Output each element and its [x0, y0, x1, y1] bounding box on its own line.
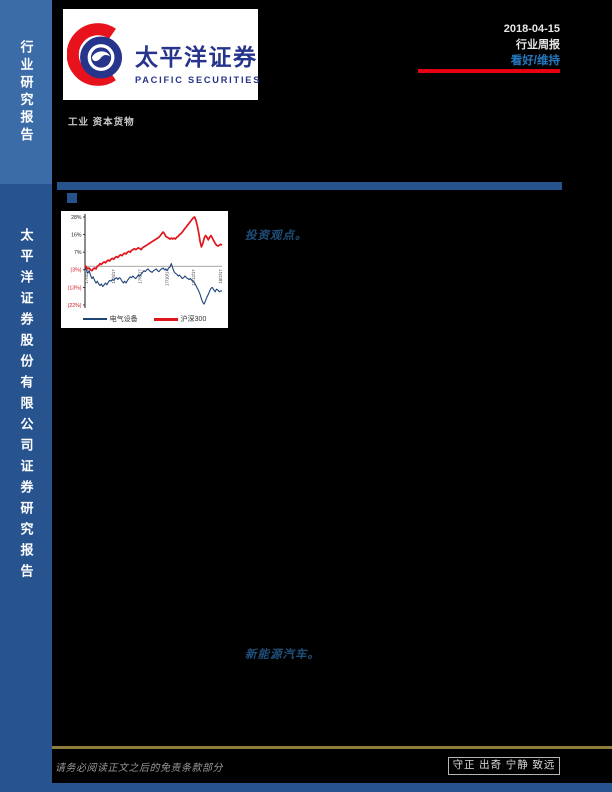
rating-underline-rule	[418, 69, 560, 73]
company-motto: 守正 出奇 宁静 致远	[448, 757, 560, 775]
report-date: 2018-04-15	[503, 23, 560, 35]
industry-label: 工业 资本货物	[68, 117, 135, 128]
legend-line-icon-series1	[82, 318, 107, 320]
chart-legend: 电气设备 沪深300	[61, 314, 228, 324]
svg-text:17/6/17: 17/6/17	[111, 269, 116, 284]
report-type: 行业周报	[516, 39, 560, 51]
legend-item-series1: 电气设备	[82, 314, 138, 324]
legend-label-series2: 沪深300	[180, 316, 207, 323]
legend-line-icon-series2	[153, 317, 178, 321]
chart-plot: 28%16%7%(3%)(13%)(22%)17/4/17 17/6/17 17/8…	[68, 214, 223, 309]
comparison-chart: 28% 16% 7% (3%) (13%) (22%) 17/4/17 17/6/17 17/8…	[61, 211, 228, 328]
svg-text:7%: 7%	[74, 250, 82, 256]
svg-text:16%: 16%	[71, 233, 82, 239]
svg-text:(13%): (13%)	[68, 285, 82, 291]
svg-text:17/4/17: 17/4/17	[84, 269, 89, 284]
logo-text: 太平洋证券 PACIFIC SECURITIES	[135, 38, 261, 85]
bottom-band	[0, 783, 612, 792]
svg-text:17/12/17: 17/12/17	[191, 269, 196, 286]
svg-text:(22%): (22%)	[68, 303, 82, 309]
sidebar-top-label: 行业研究报告	[18, 39, 34, 145]
svg-text:(3%): (3%)	[71, 268, 82, 274]
section-divider-bar	[57, 182, 562, 190]
sidebar-bottom-banner: 太平洋证券股份有限公司证券研究报告	[0, 184, 52, 792]
highlight-nev: 新能源汽车。	[245, 649, 320, 661]
company-logo: 太平洋证券 PACIFIC SECURITIES	[63, 9, 261, 100]
highlight-investment-view: 投资观点。	[245, 230, 308, 242]
section-bullet	[67, 193, 77, 203]
footer-disclaimer: 请务必阅读正文之后的免责条款部分	[55, 763, 223, 774]
legend-item-series2: 沪深300	[153, 314, 207, 324]
svg-text:17/10/17: 17/10/17	[164, 269, 169, 286]
pacific-securities-logo-icon	[67, 23, 123, 86]
svg-text:18/2/17: 18/2/17	[218, 269, 223, 284]
footer-divider-rule	[52, 746, 612, 749]
sidebar-bottom-label: 太平洋证券股份有限公司证券研究报告	[18, 228, 34, 585]
sidebar-top-banner: 行业研究报告	[0, 0, 52, 184]
svg-text:28%: 28%	[71, 215, 82, 221]
industry-rating: 看好/维持	[510, 55, 560, 67]
legend-label-series1: 电气设备	[109, 316, 138, 323]
logo-en-name: PACIFIC SECURITIES	[135, 75, 262, 85]
logo-cn-name: 太平洋证券	[135, 44, 258, 70]
report-header-meta: 2018-04-15 行业周报 看好/维持	[360, 21, 560, 69]
